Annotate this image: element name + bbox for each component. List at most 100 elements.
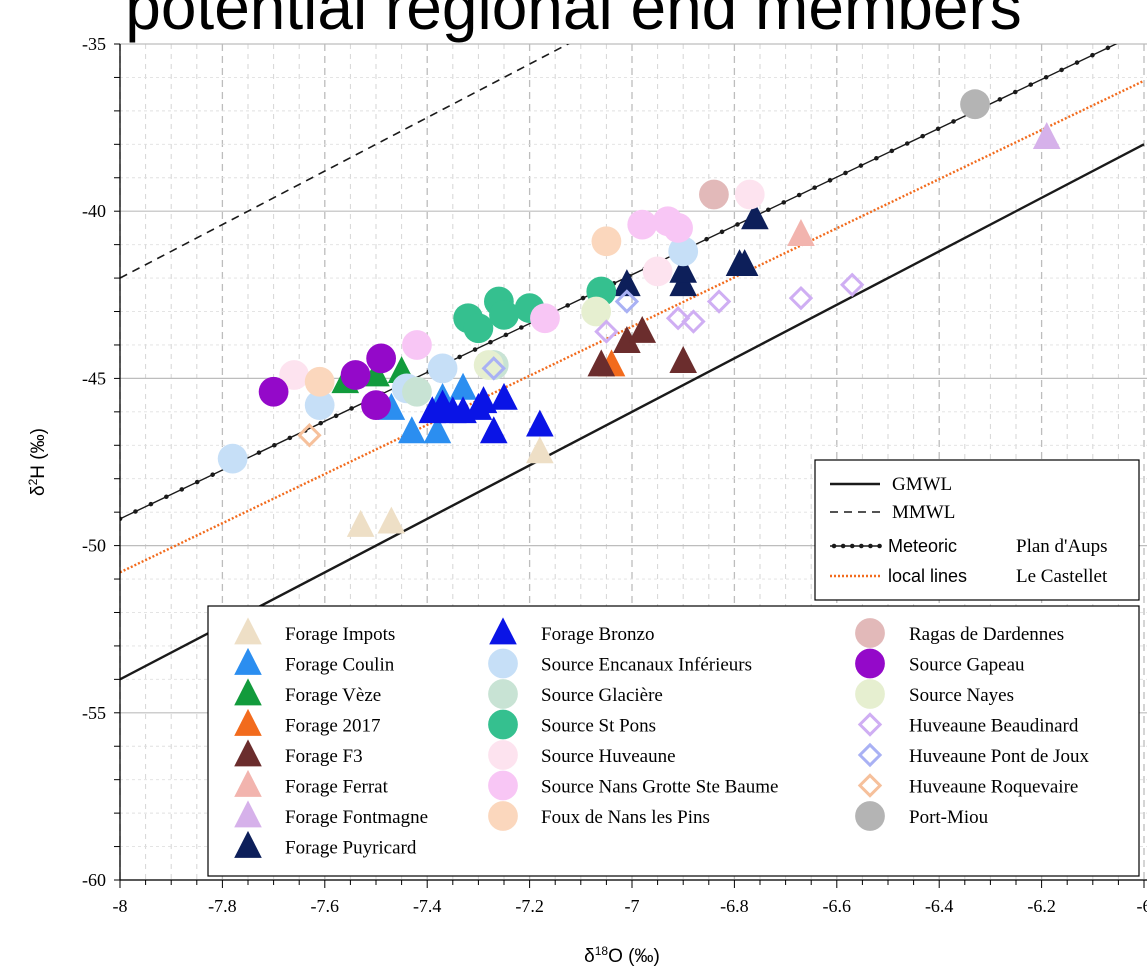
legend-marker-forage-2017 <box>234 708 262 736</box>
y-tick-label: -55 <box>82 703 106 723</box>
legend-marker-source-encanaux-inf-rieurs <box>488 648 518 679</box>
legend-marker-forage-puyricard <box>234 830 262 858</box>
legend-label-local-lines: local lines <box>888 566 967 586</box>
x-tick-label: -7.8 <box>208 896 237 916</box>
source-gapeau-point <box>361 390 391 421</box>
source-st-pons-point <box>489 299 519 330</box>
ragas-de-dardennes-point <box>699 179 729 210</box>
huveaune-beaudinard-point <box>665 306 691 331</box>
legend-label-gmwl: GMWL <box>892 474 952 495</box>
legend-marker-forage-ferrat <box>234 769 262 797</box>
legend-label-source-glaci-re: Source Glacière <box>541 685 663 706</box>
y-axis-label: δ2H (‰) <box>26 428 49 496</box>
x-tick-label: -7.4 <box>413 896 442 916</box>
forage-impots-point <box>346 509 375 537</box>
forage-puyricard-point <box>730 249 759 277</box>
legend-label-huveaune-pont-de-joux: Huveaune Pont de Joux <box>909 746 1089 767</box>
x-tick-label: -6.2 <box>1027 896 1056 916</box>
forage-f3-point <box>613 325 641 353</box>
forage-coulin-point <box>449 372 477 400</box>
x-tick-label: -6.8 <box>720 896 749 916</box>
legend-label-source-huveaune: Source Huveaune <box>541 746 676 767</box>
legend-label-huveaune-roquevaire: Huveaune Roquevaire <box>909 777 1078 798</box>
source-encanaux-inf-rieurs-point <box>217 443 248 474</box>
forage-ferrat-point <box>787 218 815 246</box>
legend-label-source-encanaux-inf-rieurs: Source Encanaux Inférieurs <box>541 655 752 676</box>
y-tick-label: -60 <box>82 870 106 890</box>
source-nans-grotte-ste-baume-point <box>530 303 560 334</box>
legend-marker-forage-f3 <box>234 739 262 767</box>
x-axis-label: δ18O (‰) <box>584 944 660 967</box>
legend-marker-foux-de-nans-les-pins <box>488 801 518 831</box>
y-tick-label: -50 <box>82 536 106 556</box>
legend-label-forage-2017: Forage 2017 <box>285 716 381 737</box>
huveaune-pont-de-joux-point <box>481 356 506 381</box>
source-nans-grotte-ste-baume-point <box>627 209 658 240</box>
source-nayes-point <box>581 296 612 327</box>
legend-label-port-miou: Port-Miou <box>909 807 989 828</box>
forage-f3-point <box>669 346 697 374</box>
data-points <box>217 89 1061 537</box>
huveaune-roquevaire-point <box>297 423 322 448</box>
source-huveaune-point <box>734 179 765 210</box>
foux-de-nans-les-pins-point <box>591 226 622 257</box>
legend-marker-ragas-de-dardennes <box>855 618 885 648</box>
source-glaci-re-point <box>402 376 432 407</box>
legend-label-meteoric: Meteoric <box>888 536 957 556</box>
source-gapeau-point <box>340 360 371 390</box>
forage-bronzo-point <box>490 382 518 410</box>
huveaune-beaudinard-point <box>839 272 865 297</box>
legend-label-ragas-de-dardennes: Ragas de Dardennes <box>909 624 1064 645</box>
legend-label-foux-de-nans-les-pins: Foux de Nans les Pins <box>541 807 710 828</box>
source-huveaune-point <box>279 360 309 390</box>
legend-label-forage-v-ze: Forage Vèze <box>285 685 381 706</box>
legend-marker-source-gapeau <box>855 648 885 679</box>
legend-label-forage-impots: Forage Impots <box>285 624 395 645</box>
legend-marker-source-nans-grotte-ste-baume <box>488 770 518 801</box>
legend-marker-forage-coulin <box>234 647 262 675</box>
legend-label-mmwl: MMWL <box>892 502 955 523</box>
legend-marker-port-miou <box>855 801 885 831</box>
forage-puyricard-point <box>613 269 641 297</box>
source-nans-grotte-ste-baume-point <box>402 330 432 360</box>
forage-bronzo-point <box>526 409 554 437</box>
legend-label-forage-coulin: Forage Coulin <box>285 655 395 676</box>
legend-sublabel: Plan d'Aups <box>1016 536 1108 557</box>
source-encanaux-inf-rieurs-point <box>427 353 458 384</box>
forage-f3-point <box>587 349 616 377</box>
source-gapeau-point <box>366 343 396 374</box>
legend-marker-source-st-pons <box>488 709 518 740</box>
x-tick-label: -6.4 <box>925 896 954 916</box>
legend-label-source-gapeau: Source Gapeau <box>909 655 1025 676</box>
legend-label-forage-puyricard: Forage Puyricard <box>285 838 417 859</box>
legend-marker-source-nayes <box>855 679 885 709</box>
source-encanaux-inf-rieurs-point <box>668 236 699 267</box>
x-tick-label: -7.6 <box>311 896 340 916</box>
legend-label-huveaune-beaudinard: Huveaune Beaudinard <box>909 716 1079 737</box>
legend-marker-huveaune-roquevaire <box>857 773 883 798</box>
line-local-lines <box>120 79 1145 574</box>
forage-bronzo-point <box>469 386 498 414</box>
x-tick-label: -6 <box>1137 896 1147 916</box>
source-st-pons-point <box>463 313 494 344</box>
forage-impots-point <box>526 436 554 464</box>
chart-title: potential regional end members <box>125 0 1022 43</box>
forage-puyricard-point <box>741 202 769 230</box>
huveaune-pont-de-joux-point <box>614 289 640 314</box>
forage-fontmagne-point <box>1032 122 1061 149</box>
legend-label-forage-f3: Forage F3 <box>285 746 363 767</box>
legend-marker-forage-fontmagne <box>234 800 262 828</box>
legend-marker-source-huveaune <box>488 740 518 770</box>
huveaune-beaudinard-point <box>681 309 706 334</box>
source-encanaux-inf-rieurs-point <box>304 390 335 421</box>
source-huveaune-point <box>642 256 673 287</box>
legend-label-forage-ferrat: Forage Ferrat <box>285 777 389 798</box>
legend-label-forage-bronzo: Forage Bronzo <box>541 624 654 645</box>
forage-puyricard-point <box>669 255 697 283</box>
forage-impots-point <box>377 506 406 534</box>
tick-labels: -8 -7.8 -7.6 -7.4 -7.2 -7 -6.8 -6.6 -6.4 -6.2 -6 -3… <box>82 34 1147 916</box>
x-tick-label: -6.6 <box>823 896 852 916</box>
series-legend-box <box>207 605 1140 877</box>
legend-marker-huveaune-pont-de-joux <box>857 742 883 768</box>
